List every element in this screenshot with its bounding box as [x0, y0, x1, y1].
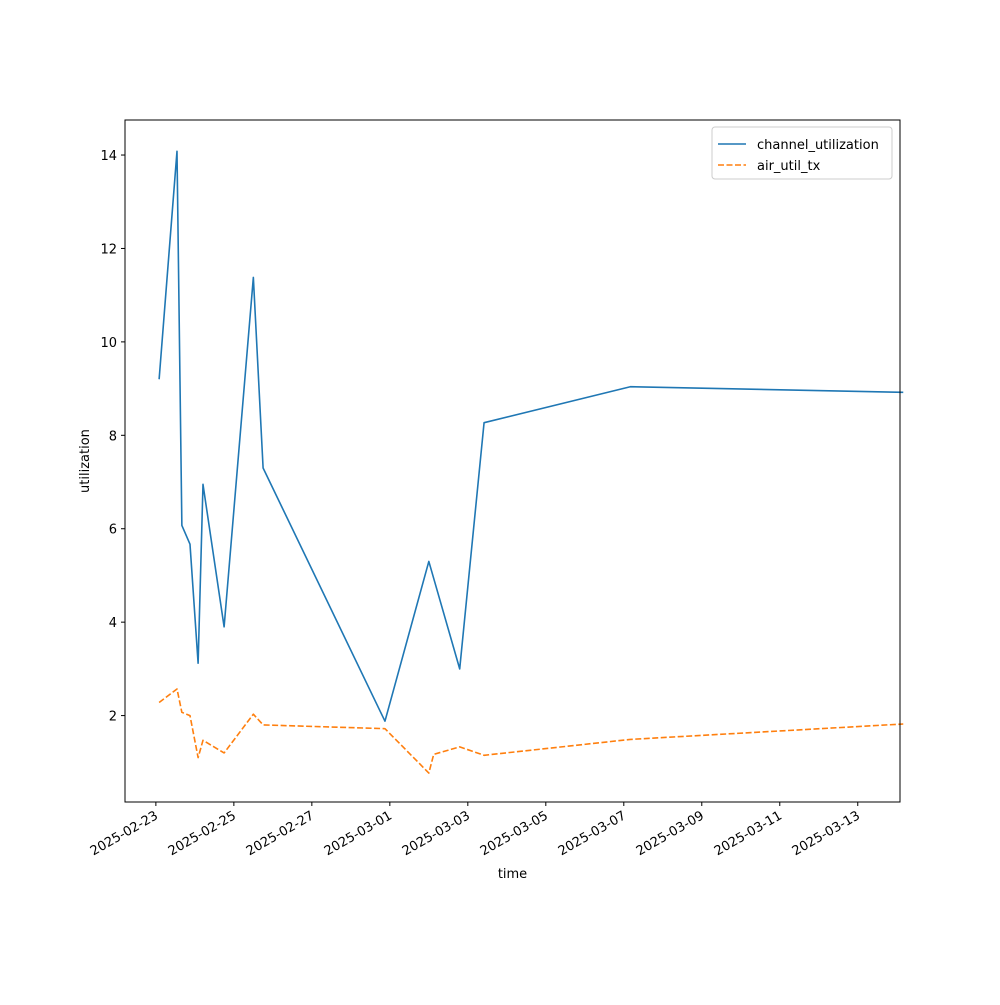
- y-tick-label: 12: [100, 242, 117, 257]
- y-tick-label: 10: [100, 336, 117, 351]
- y-tick-label: 6: [109, 523, 117, 538]
- legend-label-air_util_tx: air_util_tx: [757, 159, 821, 174]
- series-line-air_util_tx: [158, 688, 904, 774]
- y-tick-label: 4: [109, 616, 117, 631]
- series-line-channel_utilization: [158, 150, 904, 722]
- y-tick-label: 14: [100, 149, 117, 164]
- y-tick-label: 8: [109, 429, 117, 444]
- legend: channel_utilization air_util_tx: [711, 126, 893, 180]
- legend-label-channel_utilization: channel_utilization: [757, 138, 879, 153]
- y-axis-label: utilization: [78, 429, 93, 493]
- x-axis-label: time: [498, 867, 527, 882]
- y-tick-label: 2: [109, 710, 117, 725]
- legend-box: [711, 126, 893, 180]
- plot-area-frame: [124, 119, 901, 803]
